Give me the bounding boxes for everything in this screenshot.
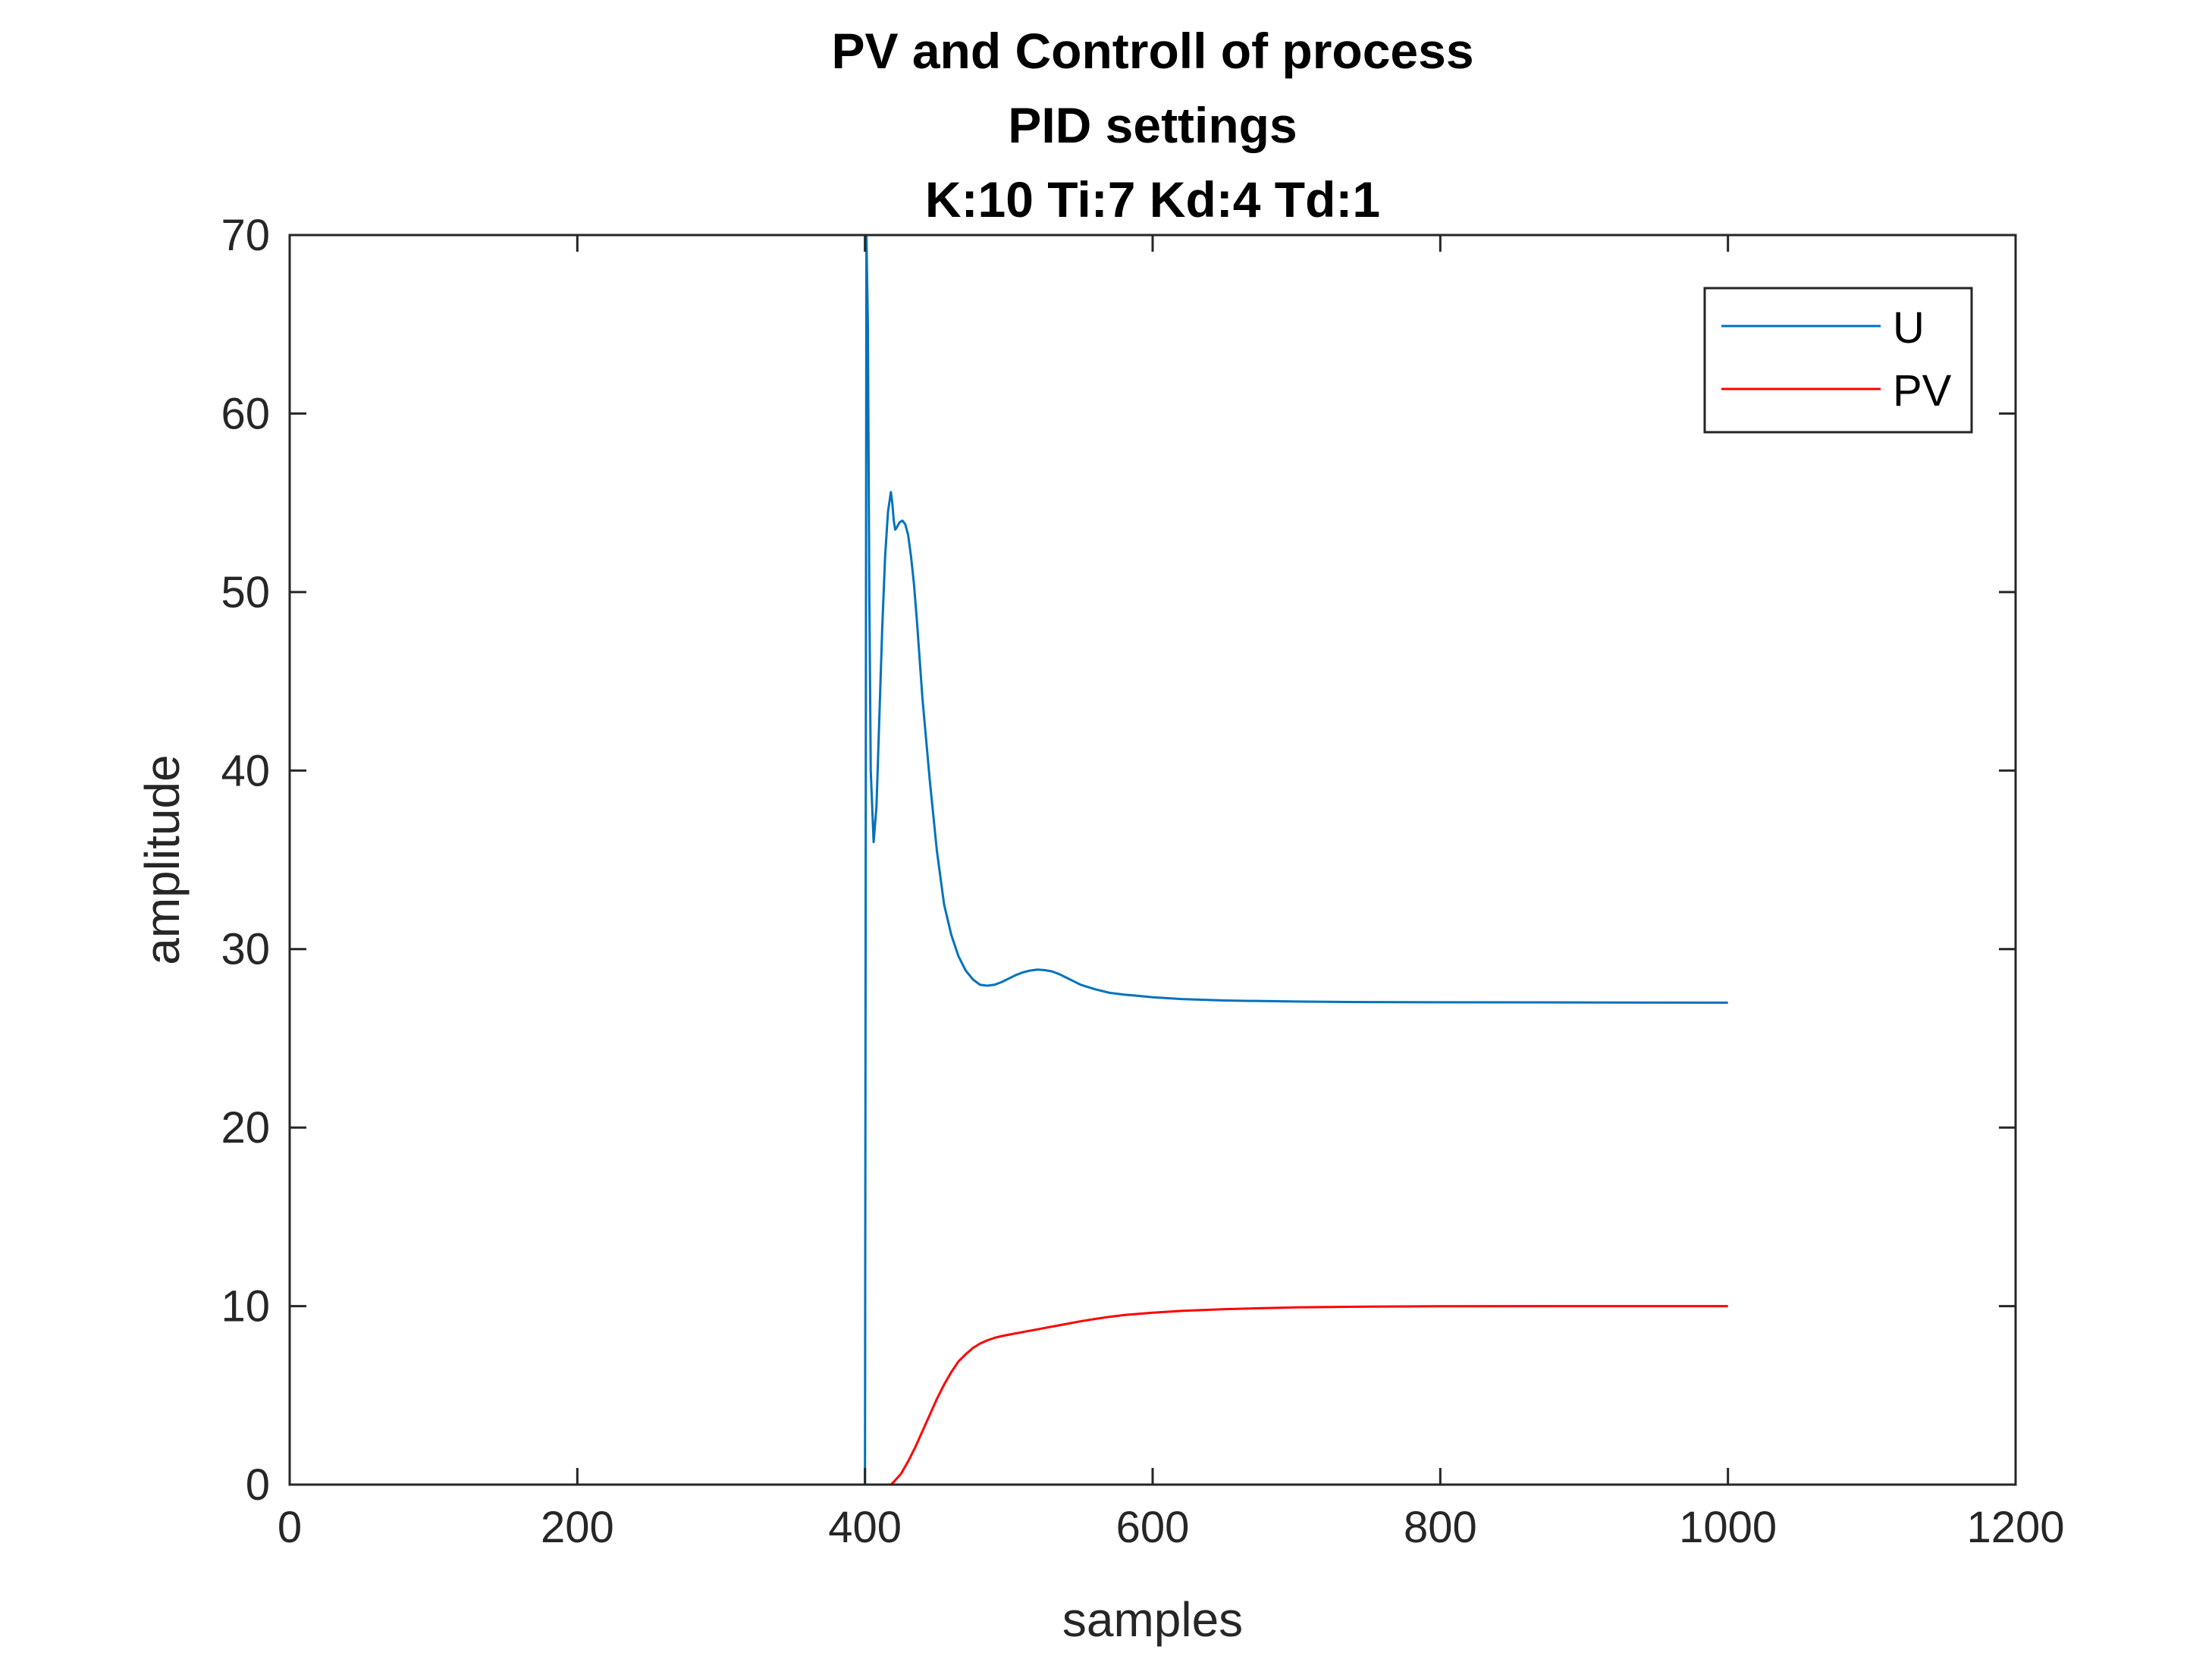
- series-line-pv: [290, 1305, 1728, 1486]
- x-tick-labels: 0 200 400 600 800 1000 1200: [278, 1503, 2065, 1552]
- legend-label-u: U: [1893, 303, 1925, 353]
- chart-title: PV and Controll of process PID settings …: [831, 23, 1473, 227]
- chart-title-line-2: PID settings: [1008, 97, 1297, 153]
- chart-title-line-1: PV and Controll of process: [831, 23, 1473, 79]
- x-tick-label: 600: [1116, 1503, 1190, 1552]
- y-tick-label: 50: [221, 568, 270, 617]
- y-tick-label: 40: [221, 746, 270, 795]
- y-tick-label: 10: [221, 1282, 270, 1331]
- x-tick-label: 400: [828, 1503, 902, 1552]
- y-tick-label: 60: [221, 389, 270, 438]
- plot-frame: [288, 234, 2017, 1486]
- y-tick-label: 20: [221, 1103, 270, 1153]
- series-layer: [290, 234, 1728, 1486]
- y-axis-label: amplitude: [135, 754, 190, 965]
- plot-area: [290, 235, 2016, 1485]
- chart-title-line-3: K:10 Ti:7 Kd:4 Td:1: [925, 171, 1380, 227]
- x-tick-label: 0: [278, 1503, 302, 1552]
- y-tick-label: 30: [221, 925, 270, 974]
- x-axis-label: samples: [1062, 1592, 1243, 1647]
- legend-box: [1703, 287, 1973, 434]
- legend: U PV: [1703, 287, 1973, 434]
- x-tick-label: 1200: [1966, 1503, 2064, 1552]
- legend-label-pv: PV: [1893, 366, 1952, 416]
- series-line-u: [290, 234, 1728, 1486]
- y-tick-label: 0: [246, 1460, 270, 1510]
- x-tick-label: 1000: [1679, 1503, 1777, 1552]
- x-tick-label: 800: [1404, 1503, 1477, 1552]
- y-tick-label: 70: [221, 211, 270, 260]
- y-tick-labels: 0 10 20 30 40 50 60 70: [221, 211, 270, 1510]
- x-tick-label: 200: [541, 1503, 614, 1552]
